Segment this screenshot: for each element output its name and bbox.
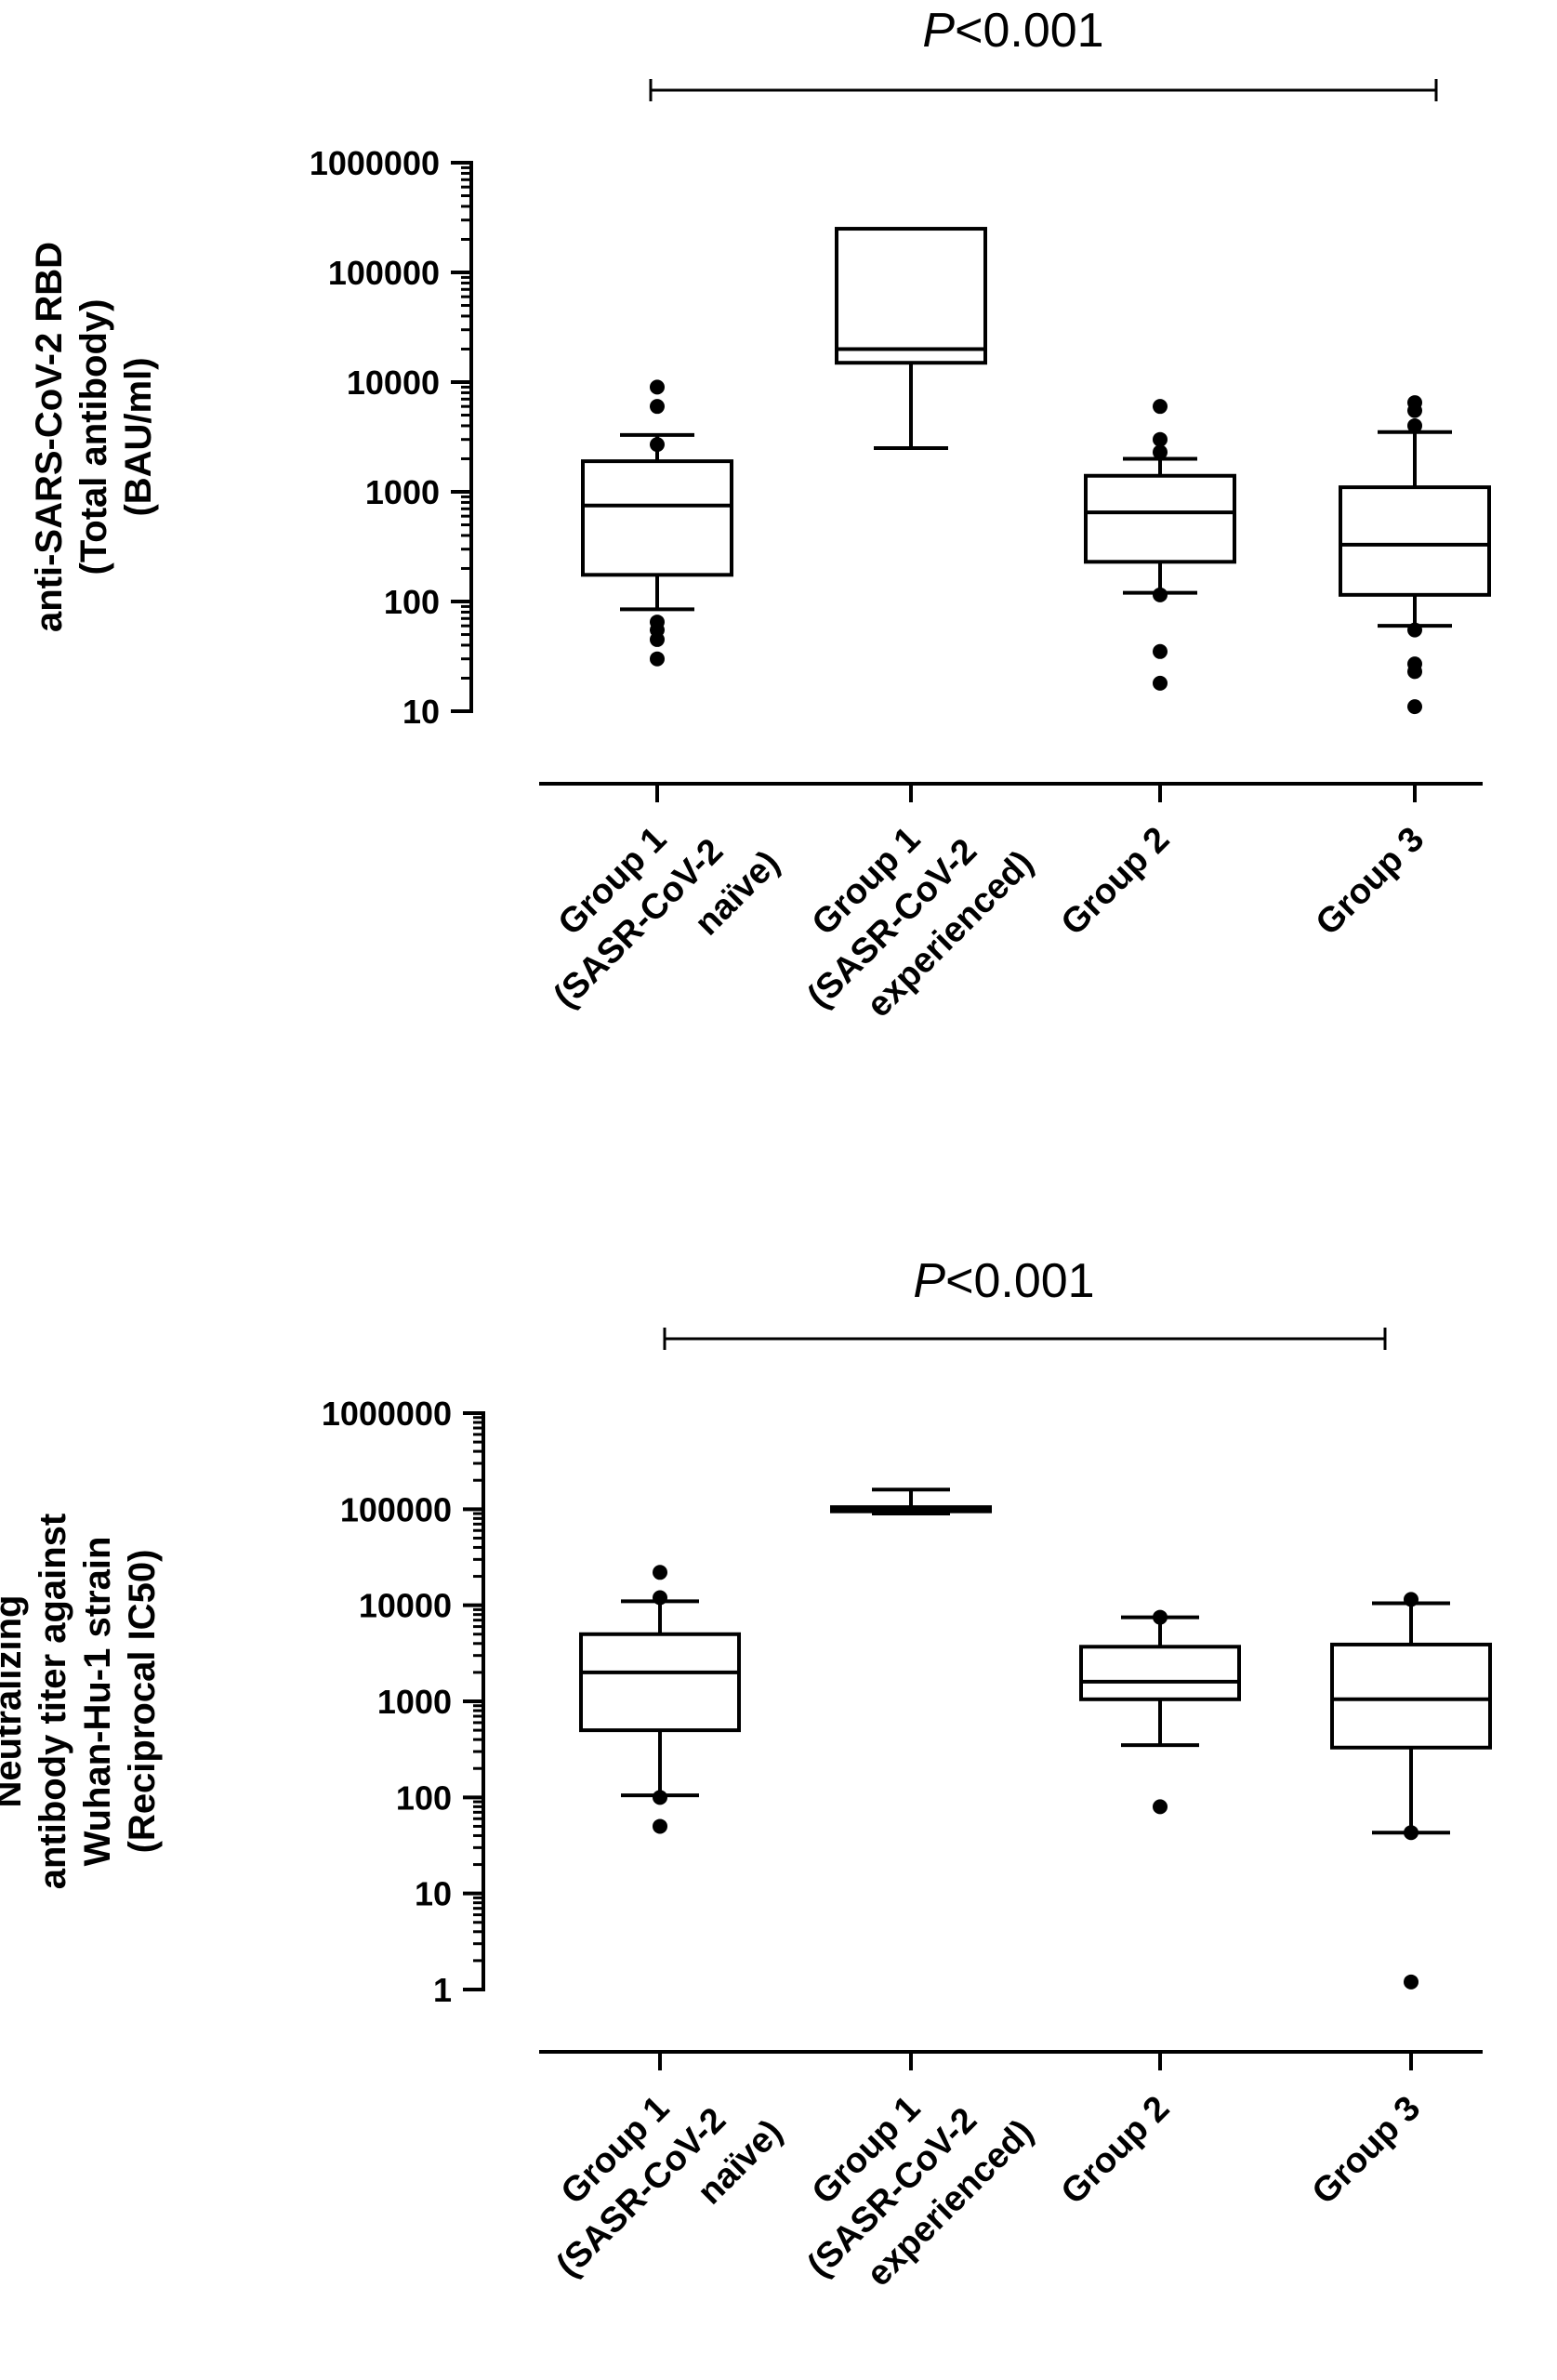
y-axis-label-line: antibody titer against (33, 1514, 73, 1890)
outlier-point (1407, 699, 1422, 715)
outlier-point (1407, 664, 1422, 680)
x-category-label: Group 1(SASR-CoV-2experienced) (766, 2044, 1041, 2320)
outlier-point (650, 437, 665, 453)
outlier-point (1407, 622, 1422, 638)
outlier-point (650, 651, 665, 667)
outlier-point (1153, 675, 1168, 691)
x-category-label-line: Group 2 (1054, 2089, 1178, 2213)
y-tick-label: 10 (415, 1875, 452, 1913)
box-3 (1339, 395, 1491, 715)
box-iqr (1084, 473, 1236, 564)
significance-p: P (922, 4, 955, 58)
box-iqr (1330, 1642, 1492, 1750)
box-1 (835, 227, 987, 451)
significance-value: <0.001 (955, 4, 1104, 58)
y-tick-label: 10000 (347, 364, 440, 402)
x-category-label: Group 1(SASR-CoV-2naïve) (512, 775, 787, 1051)
y-axis-label-line: anti-SARS-CoV-2 RBD (29, 242, 70, 632)
x-category-label: Group 1(SASR-CoV-2experienced) (766, 775, 1041, 1051)
significance-value: <0.001 (945, 1254, 1095, 1308)
outlier-point (1407, 403, 1422, 418)
outlier-point (1153, 1799, 1168, 1815)
outlier-point (650, 379, 665, 395)
box-3 (1330, 1592, 1492, 1990)
y-tick-label: 100 (384, 583, 440, 621)
box-iqr (1079, 1645, 1241, 1701)
y-axis-label-line: Wuhan-Hu-1 strain (77, 1537, 118, 1867)
outlier-point (1404, 1825, 1418, 1841)
outlier-point (1153, 1609, 1168, 1625)
y-axis-label-line: Neutralizing (0, 1595, 29, 1808)
y-axis-label-line: (BAU/ml) (118, 357, 159, 516)
outlier-point (1153, 587, 1168, 602)
box-iqr (581, 459, 733, 577)
outlier-point (1153, 399, 1168, 415)
x-category-label: Group 2 (1054, 820, 1178, 944)
y-tick-label: 1 (433, 1971, 452, 2009)
outlier-point (1407, 417, 1422, 433)
outlier-point (653, 1790, 667, 1805)
outlier-point (1404, 1974, 1418, 1990)
outlier-point (1153, 643, 1168, 659)
x-category-label: Group 3 (1305, 2089, 1429, 2213)
significance-label: P<0.001 (913, 1254, 1094, 1308)
outlier-point (653, 1818, 667, 1834)
panel-rbd-total-antibody: 10 100 1000 10000 100000 1000000 anti-SARS-CoV… (29, 4, 1491, 1051)
outlier-point (650, 631, 665, 647)
box-2 (1084, 399, 1236, 691)
outlier-point (1153, 431, 1168, 447)
box-1 (830, 1488, 992, 1516)
outlier-point (653, 1590, 667, 1606)
significance-label: P<0.001 (922, 4, 1103, 58)
y-tick-label: 1000000 (322, 1395, 452, 1433)
box-iqr (835, 227, 987, 365)
x-category-label-line: Group 3 (1309, 820, 1432, 944)
box-iqr (1339, 485, 1491, 597)
box-0 (581, 379, 733, 667)
y-tick-label: 100000 (328, 254, 440, 292)
y-tick-label: 100000 (340, 1490, 452, 1528)
x-category-label-line: Group 2 (1054, 820, 1178, 944)
significance-p: P (913, 1254, 945, 1308)
box-0 (579, 1565, 741, 1834)
outlier-point (653, 1565, 667, 1580)
y-tick-label: 10000 (359, 1587, 452, 1625)
x-category-label: Group 3 (1309, 820, 1432, 944)
y-tick-label: 1000 (377, 1683, 452, 1721)
y-tick-label: 1000 (365, 473, 440, 511)
outlier-point (1153, 444, 1168, 460)
outlier-point (1404, 1592, 1418, 1607)
y-axis-label: Neutralizing antibody titer against Wuhan-… (0, 1514, 163, 1890)
y-tick-label: 100 (396, 1778, 452, 1817)
x-category-label: Group 1(SASR-CoV-2naïve) (515, 2044, 790, 2320)
y-tick-label: 1000000 (310, 144, 440, 182)
box-iqr (579, 1632, 741, 1733)
panel-neutralizing-titer: 1 10 100 1000 10000 100000 1000000 Neutralizing… (0, 1254, 1492, 2320)
y-axis-label-line: (Total antibody) (73, 299, 114, 575)
y-tick-label: 10 (402, 693, 440, 731)
y-axis-label-line: (Reciprocal IC50) (122, 1550, 163, 1854)
box-2 (1079, 1609, 1241, 1815)
y-axis-label: anti-SARS-CoV-2 RBD (Total antibody) (BAU/… (29, 242, 159, 632)
x-category-label: Group 2 (1054, 2089, 1178, 2213)
outlier-point (650, 399, 665, 415)
x-category-label-line: Group 3 (1305, 2089, 1429, 2213)
